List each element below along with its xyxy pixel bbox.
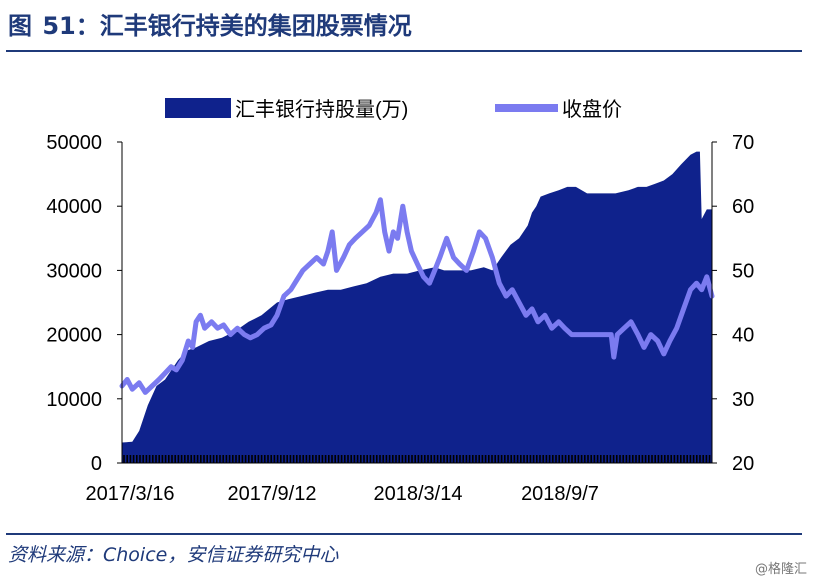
close-price-line [119,197,715,395]
source-rule [6,533,802,535]
right-tick-label: 60 [732,196,754,218]
right-tick-label: 20 [732,453,754,475]
left-tick-label: 0 [91,453,102,475]
figure-label: 图 [8,12,32,40]
legend-label-price: 收盘价 [562,98,622,121]
right-tick-label: 50 [732,260,754,282]
x-tick-label: 2017/9/12 [228,483,317,505]
legend-swatch-holding [165,98,231,118]
holding-area [122,151,712,463]
x-tick-label: 2018/3/14 [374,483,463,505]
figure-number: 51 [42,12,76,40]
source-note: 资料来源：Choice，安信证券研究中心 [8,544,339,566]
figure-title: 图 51：汇丰银行持美的集团股票情况 [8,8,412,44]
x-tick-label: 2018/9/7 [521,483,599,505]
x-tick-label: 2017/3/16 [86,483,175,505]
left-tick-label: 10000 [46,389,102,411]
figure-title-text: 汇丰银行持美的集团股票情况 [99,12,412,40]
right-tick-label: 30 [732,389,754,411]
left-tick-label: 40000 [46,196,102,218]
right-tick-label: 40 [732,325,754,347]
left-tick-label: 20000 [46,325,102,347]
left-tick-label: 50000 [46,132,102,154]
figure-separator: ： [75,12,100,40]
watermark: @格隆汇 [754,562,807,577]
title-rule [6,50,802,52]
right-tick-label: 70 [732,132,754,154]
left-tick-label: 30000 [46,260,102,282]
legend-label-holding: 汇丰银行持股量(万) [235,98,408,121]
